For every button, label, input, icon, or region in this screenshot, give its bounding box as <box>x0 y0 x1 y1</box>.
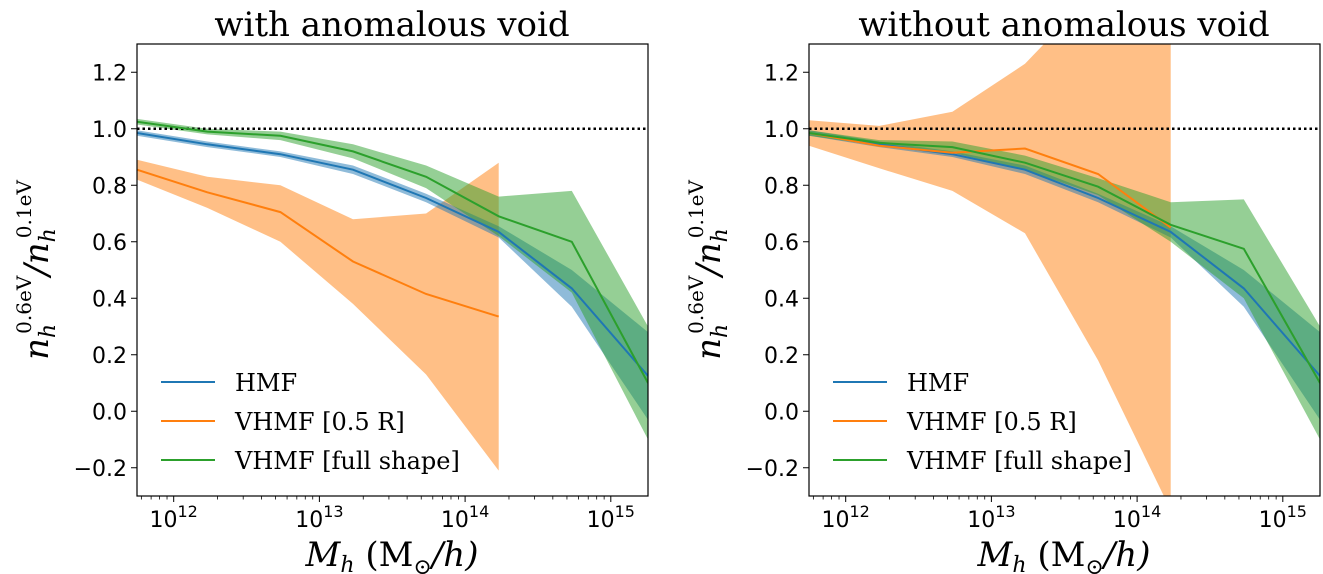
right-ytick-label: −0.2 <box>746 457 799 482</box>
left-ytick-label: −0.2 <box>74 457 127 482</box>
right-ytick-label: 0.4 <box>764 287 799 312</box>
left-ytick-label: 0.0 <box>92 400 127 425</box>
right-xtick-label: 1014 <box>1113 502 1161 533</box>
right-ytick-label: 0.6 <box>764 231 799 256</box>
left-ytick-label: 0.2 <box>92 344 127 369</box>
left-ytick-label: 0.8 <box>92 174 127 199</box>
left-xlabel-tail: /h) <box>429 535 479 574</box>
left-xtick-label: 1012 <box>150 502 198 533</box>
right-ytick-label: 1.2 <box>764 61 799 86</box>
left-band-hmf <box>137 130 648 420</box>
right-band-vhmf-0-5-r- <box>809 44 1171 496</box>
left-plot-area <box>137 118 648 471</box>
right-panel-ylabel: nh0.6eV/nh0.1eV <box>684 180 733 360</box>
right-ytick-label: 1.0 <box>764 118 799 143</box>
right-panel: without anomalous void Mh (M⊙/h) nh0.6eV… <box>684 5 1321 574</box>
left-ytick-label: 0.4 <box>92 287 127 312</box>
right-legend-label: HMF <box>907 369 969 397</box>
left-line-vhmf-0-5-r- <box>137 168 499 318</box>
left-band-vhmf-full-shape- <box>137 118 648 440</box>
left-xlabel-sub: h <box>340 553 354 574</box>
right-ytick-label: 0.2 <box>764 344 799 369</box>
right-ytick-label: 0.8 <box>764 174 799 199</box>
right-ytick-label: 0.0 <box>764 400 799 425</box>
right-legend: HMF VHMF [0.5 R] VHMF [full shape] <box>833 369 1132 475</box>
left-axes-frame <box>136 43 649 497</box>
left-ytick-label: 1.0 <box>92 118 127 143</box>
right-panel-xlabel: Mh (M⊙/h) <box>977 535 1151 574</box>
left-legend: HMF VHMF [0.5 R] VHMF [full shape] <box>161 369 460 475</box>
right-band-vhmf-full-shape- <box>809 130 1320 440</box>
right-xtick-label: 1013 <box>967 502 1015 533</box>
right-legend-label: VHMF [0.5 R] <box>906 408 1077 436</box>
right-line-vhmf-0-5-r- <box>809 132 1172 229</box>
left-panel-ylabel: nh0.6eV/nh0.1eV <box>12 180 61 360</box>
left-xlabel-sun: ⊙ <box>413 555 431 574</box>
left-band-vhmf-0-5-r- <box>137 159 499 471</box>
left-xtick-label: 1015 <box>587 502 635 533</box>
left-xtick-label: 1014 <box>441 502 489 533</box>
left-ytick-label: 1.2 <box>92 61 127 86</box>
svg-text:nh0.6eV/nh0.1eV: nh0.6eV/nh0.1eV <box>684 180 733 360</box>
left-line-vhmf-full-shape- <box>137 120 648 384</box>
right-xtick-label: 1012 <box>822 502 870 533</box>
right-panel-title: without anomalous void <box>858 5 1269 45</box>
right-xtick-label: 1015 <box>1259 502 1307 533</box>
right-axes-frame <box>808 43 1321 497</box>
left-line-hmf <box>137 132 648 377</box>
left-panel-xlabel: Mh (M⊙/h) <box>305 535 479 574</box>
svg-text:nh0.6eV/nh0.1eV: nh0.6eV/nh0.1eV <box>12 180 61 360</box>
right-plot-area <box>809 44 1320 496</box>
left-panel: with anomalous void Mh (M⊙/h) nh0.6eV/nh… <box>12 5 649 574</box>
left-xlabel-text: M <box>305 535 342 574</box>
left-ytick-label: 0.6 <box>92 231 127 256</box>
left-xtick-label: 1013 <box>295 502 343 533</box>
left-legend-label: HMF <box>235 369 297 397</box>
left-legend-label: VHMF [full shape] <box>234 447 460 475</box>
left-xlabel-unit: (M <box>355 535 414 574</box>
left-panel-title: with anomalous void <box>214 5 569 45</box>
left-legend-label: VHMF [0.5 R] <box>234 408 405 436</box>
right-legend-label: VHMF [full shape] <box>906 447 1132 475</box>
right-line-vhmf-full-shape- <box>809 132 1320 384</box>
